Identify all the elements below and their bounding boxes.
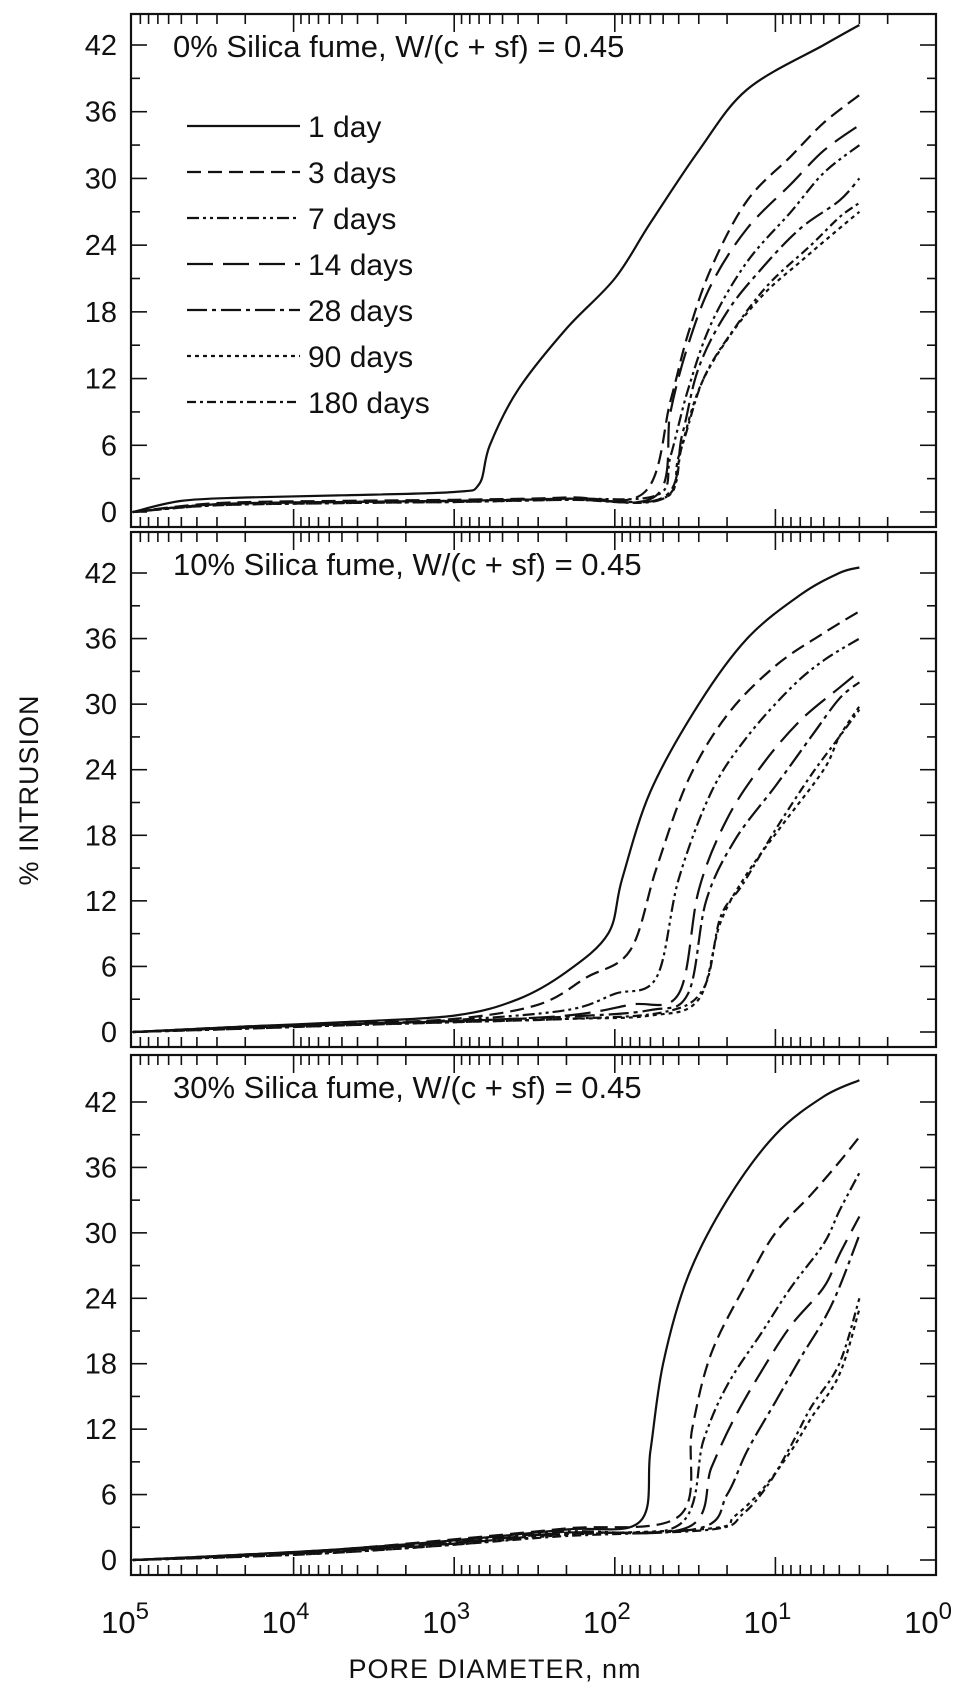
y-tick-label: 6 [101, 1480, 117, 1512]
panel-3: 0 6 12 18 24 30 36 42 30% Silica fume, W/(c + sf… [85, 1053, 938, 1577]
series-line-180-days [132, 201, 861, 514]
legend-label: 28 days [308, 295, 413, 328]
legend: 1 day 3 days 7 days 14 days 28 days 90 days 18… [187, 111, 430, 420]
y-tick-label: 42 [85, 1087, 117, 1119]
x-tick-label: 102 [583, 1598, 631, 1640]
legend-label: 3 days [308, 157, 396, 190]
series-line-1-day [132, 24, 860, 514]
y-tick-label: 24 [85, 230, 117, 262]
series-line-3-days [132, 610, 860, 1034]
panel-title: 0% Silica fume, W/(c + sf) = 0.45 [173, 29, 624, 64]
legend-label: 14 days [308, 249, 413, 282]
series-line-1-day [132, 1079, 860, 1562]
y-tick-label: 12 [85, 364, 117, 396]
y-tick-label: 0 [101, 1545, 117, 1577]
y-tick-label: 24 [85, 755, 117, 787]
panel-title: 30% Silica fume, W/(c + sf) = 0.45 [173, 1070, 642, 1105]
y-axis-title: % INTRUSION [14, 694, 44, 885]
y-tick-label: 18 [85, 820, 117, 852]
series-line-1-day [132, 566, 860, 1034]
y-tick-label: 30 [85, 689, 117, 721]
x-tick-label: 103 [422, 1598, 470, 1640]
series-line-7-days [132, 637, 860, 1034]
y-tick-label: 18 [85, 1349, 117, 1381]
series-line-14-days [132, 670, 861, 1034]
y-tick-label: 36 [85, 97, 117, 129]
series-line-28-days [132, 681, 861, 1034]
y-tick-label: 12 [85, 1414, 117, 1446]
y-tick-label: 30 [85, 1218, 117, 1250]
series-line-28-days [132, 1234, 861, 1562]
x-axis-title: PORE DIAMETER, nm [348, 1654, 641, 1684]
x-tick-label: 101 [743, 1598, 791, 1640]
y-tick-label: 6 [101, 951, 117, 983]
y-tick-label: 6 [101, 430, 117, 462]
x-tick-label: 100 [904, 1598, 952, 1640]
series-line-28-days [132, 177, 861, 514]
y-tick-label: 42 [85, 558, 117, 590]
plot-frame [129, 12, 938, 529]
legend-label: 180 days [308, 387, 430, 420]
series-line-3-days [132, 94, 861, 514]
y-tick-label: 36 [85, 624, 117, 656]
series-line-7-days [132, 144, 861, 514]
series-line-180-days [132, 708, 861, 1034]
y-tick-label: 0 [101, 497, 117, 529]
x-tick-label: 104 [262, 1598, 310, 1640]
series-line-7-days [132, 1172, 861, 1562]
panels-layer: 0 6 12 18 24 30 36 42 0% Silica fume, W/(c + sf)… [85, 12, 952, 1640]
series-line-180-days [132, 1297, 861, 1562]
y-tick-label: 12 [85, 886, 117, 918]
y-tick-label: 18 [85, 297, 117, 329]
y-tick-label: 30 [85, 163, 117, 195]
panel-1: 0 6 12 18 24 30 36 42 0% Silica fume, W/(c + sf)… [85, 12, 938, 529]
y-tick-label: 0 [101, 1017, 117, 1049]
x-tick-label: 105 [101, 1598, 149, 1640]
series-line-3-days [132, 1136, 861, 1562]
panel-title: 10% Silica fume, W/(c + sf) = 0.45 [173, 547, 642, 582]
legend-label: 1 day [308, 111, 381, 144]
y-tick-label: 42 [85, 30, 117, 62]
series-line-90-days [132, 705, 861, 1034]
plot-frame [129, 530, 938, 1049]
legend-label: 7 days [308, 203, 396, 236]
panel-2: 0 6 12 18 24 30 36 42 10% Silica fume, W/(c + sf… [85, 530, 938, 1049]
legend-label: 90 days [308, 341, 413, 374]
plot-frame [129, 1053, 938, 1577]
series-line-90-days [132, 1308, 861, 1562]
series-line-14-days [132, 124, 861, 514]
y-tick-label: 24 [85, 1283, 117, 1315]
y-tick-label: 36 [85, 1152, 117, 1184]
